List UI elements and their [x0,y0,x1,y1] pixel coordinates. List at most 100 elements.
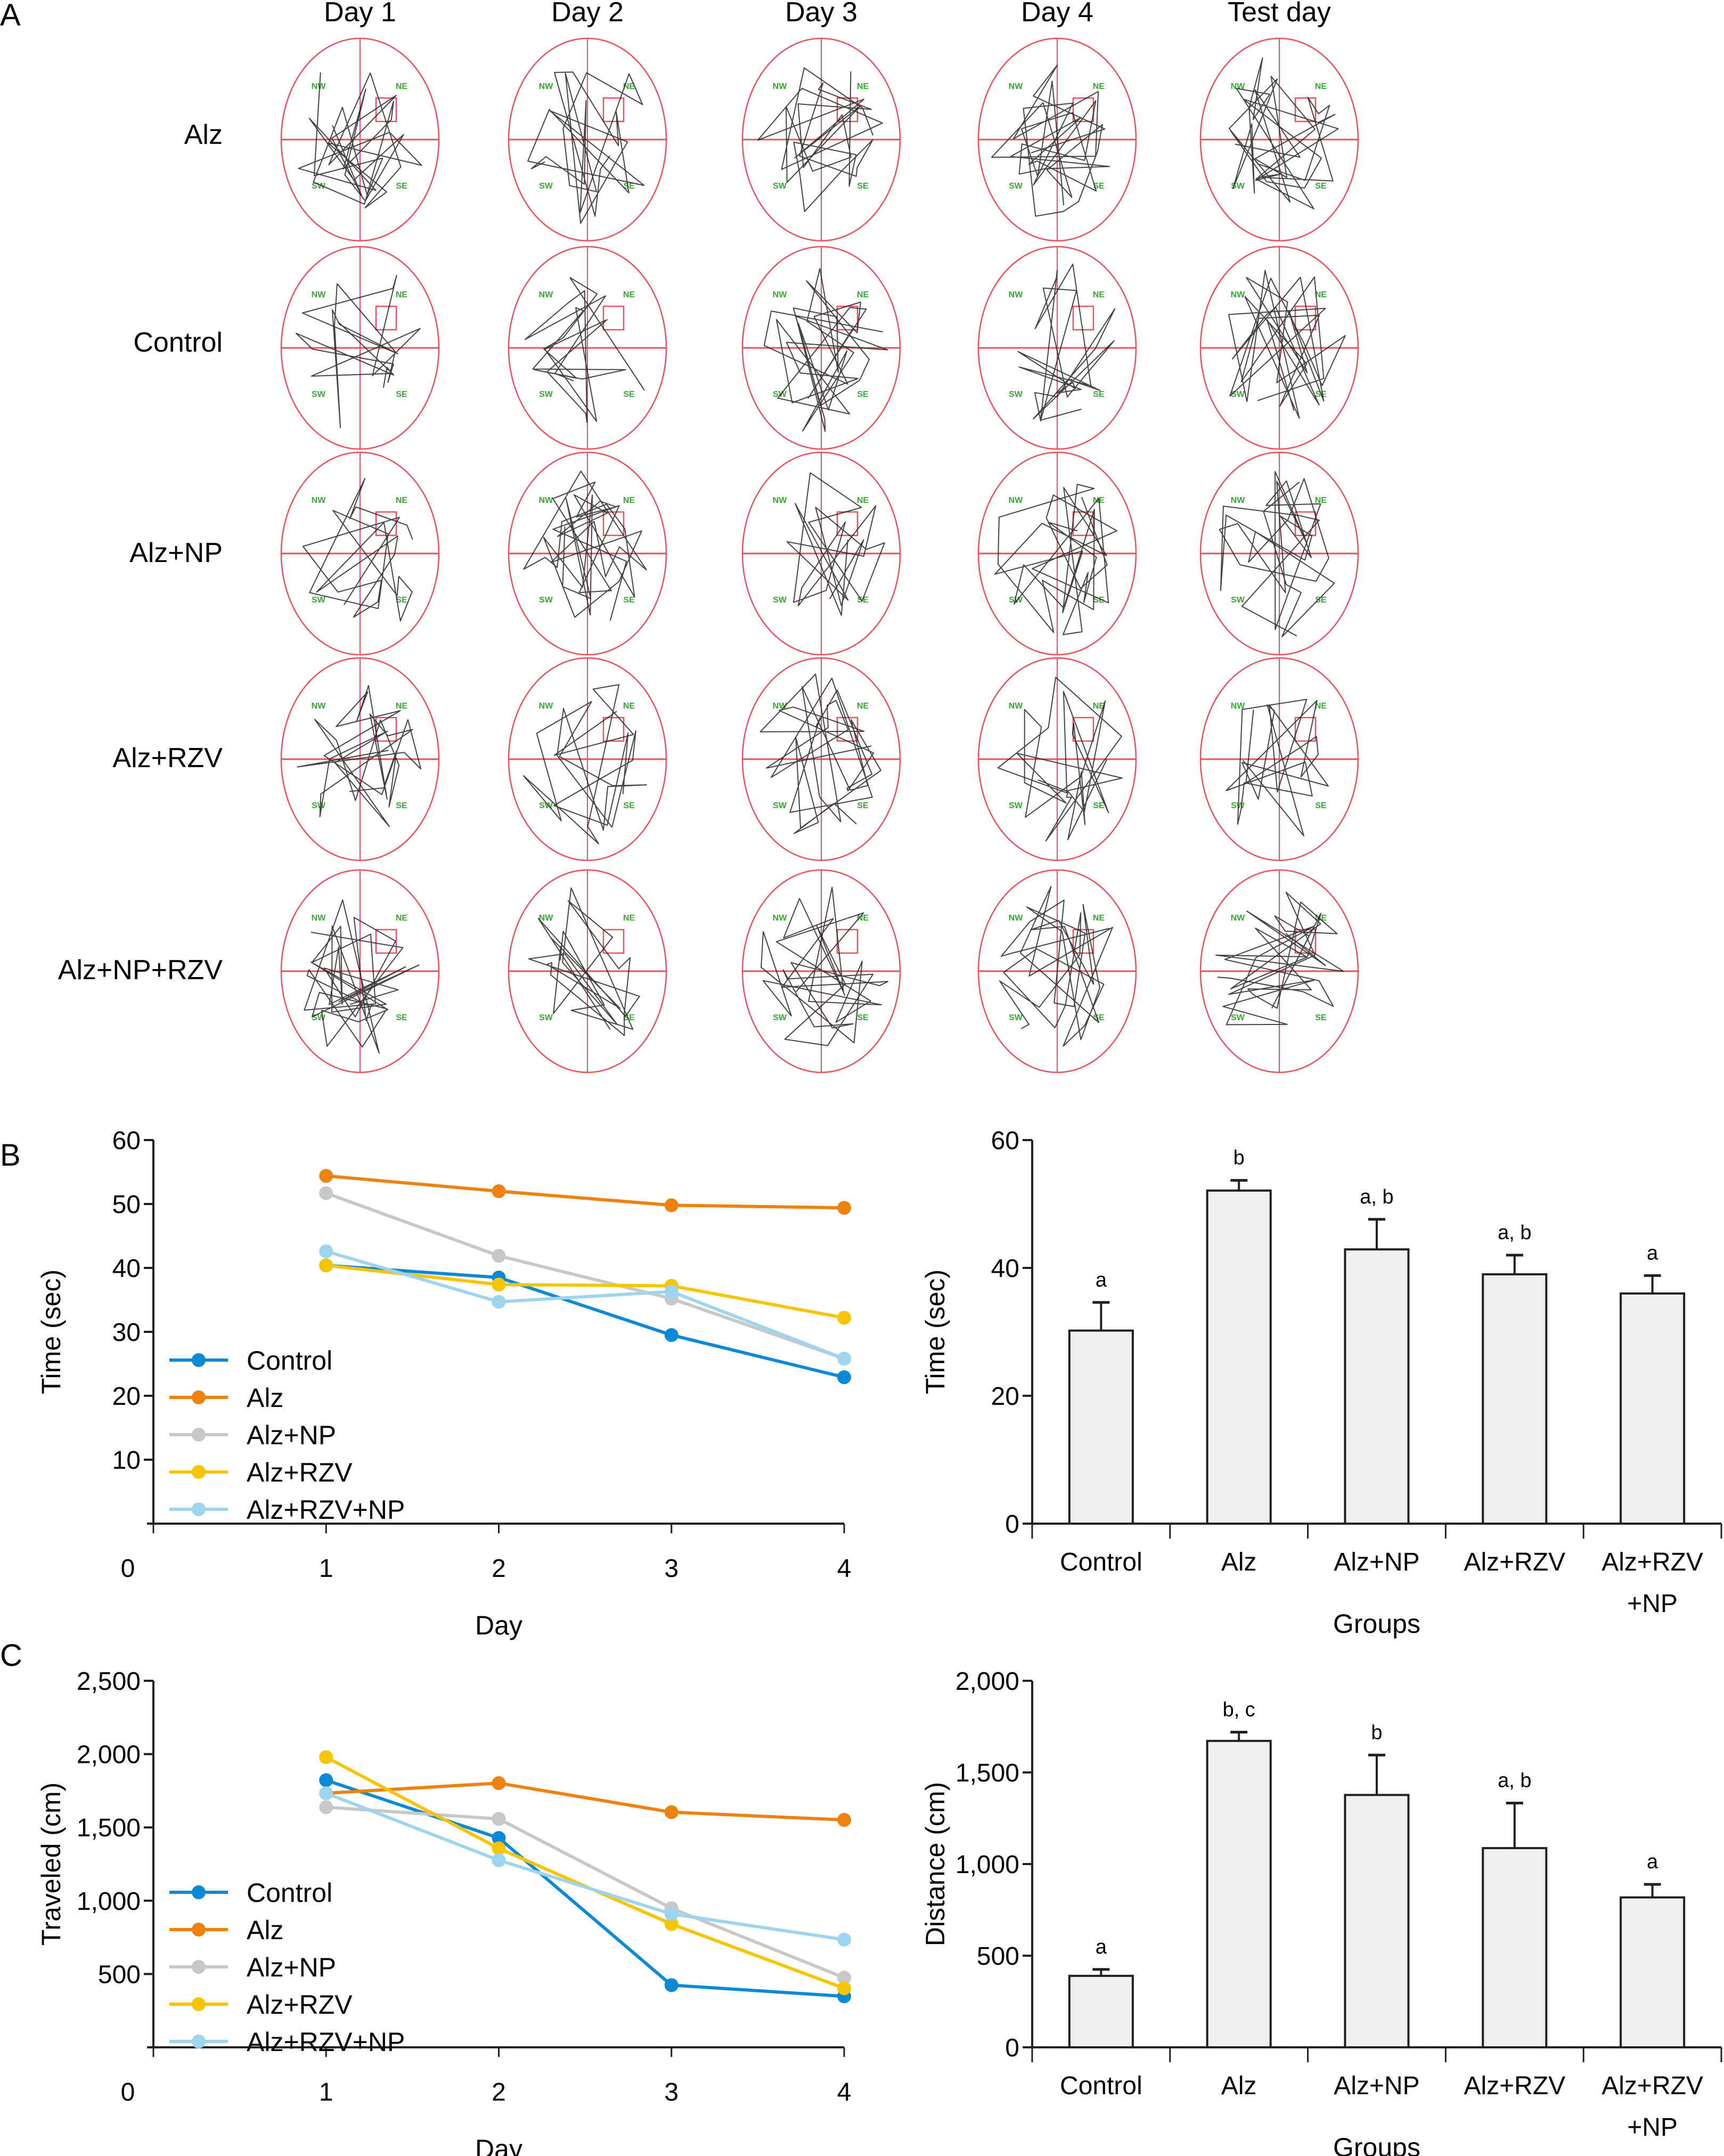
quadrant-marker-sw: SW [773,182,787,191]
category-label: Alz+NP [1334,2072,1419,2100]
quadrant-marker-sw: SW [773,801,787,810]
legend-swatch-marker [192,1428,206,1442]
y-axis-title: Distance (cm) [920,1782,950,1946]
y-tick-label: 1,000 [955,1851,1019,1879]
data-point [664,1198,679,1213]
y-tick-label: 1,500 [955,1759,1019,1787]
data-point [319,1773,333,1787]
quadrant-marker-nw: NW [1231,914,1246,923]
swim-path [298,72,422,209]
maze-trial-control-2: NW NE SW SE [508,246,667,450]
quadrant-marker-se: SE [623,801,635,810]
data-point [492,1184,506,1198]
quadrant-marker-sw: SW [312,390,326,399]
maze-trial-alz-rzv-2: NW NE SW SE [508,657,667,861]
swim-path [523,470,647,621]
legend-label: Alz+RZV+NP [247,2027,405,2057]
quadrant-marker-nw: NW [312,82,326,91]
y-tick-label: 20 [112,1382,141,1411]
significance-label: a, b [1360,1186,1393,1208]
quadrant-marker-se: SE [857,182,869,191]
data-point [837,1813,851,1827]
quadrant-marker-nw: NW [773,496,788,505]
maze-trial-alz-np-2: NW NE SW SE [508,451,667,656]
legend-item-alz: Alz [169,1383,283,1413]
quadrant-marker-ne: NE [1315,702,1327,711]
column-header-day1: Day 1 [324,0,396,28]
quadrant-marker-se: SE [396,1013,407,1022]
data-point [664,1328,679,1342]
platform-target [1072,305,1094,331]
data-point [492,1831,506,1845]
quadrant-marker-se: SE [1093,801,1105,810]
quadrant-marker-sw: SW [1231,182,1245,191]
y-axis-title: Traveled (cm) [36,1783,66,1946]
chart-c-distance-line: 500 1,000 1,500 2,000 2,500 0 1 2 3 4 Day Traveled … [36,1667,851,2156]
quadrant-marker-ne: NE [396,914,408,923]
legend-label: Control [247,1346,332,1376]
x-tick-label: 0 [121,1555,135,1583]
bar [1620,1292,1686,1525]
series-line [325,1792,845,1941]
x-tick-label: 3 [664,2078,679,2106]
quadrant-marker-sw: SW [773,596,787,605]
quadrant-marker-sw: SW [1231,596,1245,605]
y-tick-label: 40 [112,1255,141,1283]
series-line [325,1778,845,1998]
maze-trial-alz-1: NW NE SW SE [280,37,440,242]
category-label: Control [1060,2072,1142,2100]
legend-swatch-marker [192,1390,206,1404]
bar [1068,1974,1134,2049]
bar [1620,1896,1686,2048]
quadrant-marker-ne: NE [1315,82,1327,91]
x-tick-label: 2 [492,2078,506,2106]
quadrant-marker-nw: NW [1009,290,1024,299]
quadrant-marker-se: SE [857,801,869,810]
maze-trial-alz-2: NW NE SW SE [508,37,667,242]
y-tick-label: 2,500 [77,1667,141,1696]
maze-trial-alz-rzv-3: NW NE SW SE [741,657,901,861]
legend-label: Alz+NP [247,1952,336,1982]
column-header-day2: Day 2 [551,0,624,28]
quadrant-marker-ne: NE [857,496,869,505]
row-label-control: Control [133,327,223,358]
bar [1344,1794,1410,2048]
bar-group-control: a Control [1060,1936,1142,2100]
y-tick-label: 60 [991,1127,1019,1155]
quadrant-marker-ne: NE [857,290,869,299]
maze-trial-alz-3: NW NE SW SE [741,37,901,242]
y-tick-label: 1,000 [77,1887,141,1916]
data-point [664,1284,679,1299]
data-point [492,1853,506,1867]
quadrant-marker-se: SE [1093,596,1105,605]
quadrant-marker-se: SE [396,596,407,605]
quadrant-marker-ne: NE [1093,914,1105,923]
legend-label: Alz [247,1383,283,1413]
bar-group-alz-rzv: a, b Alz+RZV [1464,1769,1565,2100]
data-point [837,1201,851,1215]
platform-target [602,929,625,954]
quadrant-marker-nw: NW [539,496,554,505]
quadrant-marker-sw: SW [312,801,326,810]
category-label: Alz [1221,2072,1257,2100]
chart-b-escape-latency-line: 10 20 30 40 50 60 0 1 2 3 4 Day Time (sec) Control Alz… [36,1127,851,1640]
quadrant-marker-nw: NW [1009,914,1024,923]
swim-path [1215,891,1344,1026]
quadrant-marker-sw: SW [539,1013,553,1022]
category-label: +NP [1627,2113,1678,2142]
bar-group-alz-np: b Alz+NP [1334,1721,1419,2100]
significance-label: b, c [1223,1698,1255,1721]
series-alz-rzv [319,1258,851,1325]
quadrant-marker-ne: NE [396,496,408,505]
quadrant-marker-nw: NW [773,702,788,711]
swim-path [528,887,640,1036]
data-point [664,1805,679,1819]
swim-path [1229,57,1339,209]
quadrant-marker-sw: SW [1231,1013,1245,1022]
maze-trial-alz-rzv-1: NW NE SW SE [280,657,440,861]
platform-target [375,305,397,331]
